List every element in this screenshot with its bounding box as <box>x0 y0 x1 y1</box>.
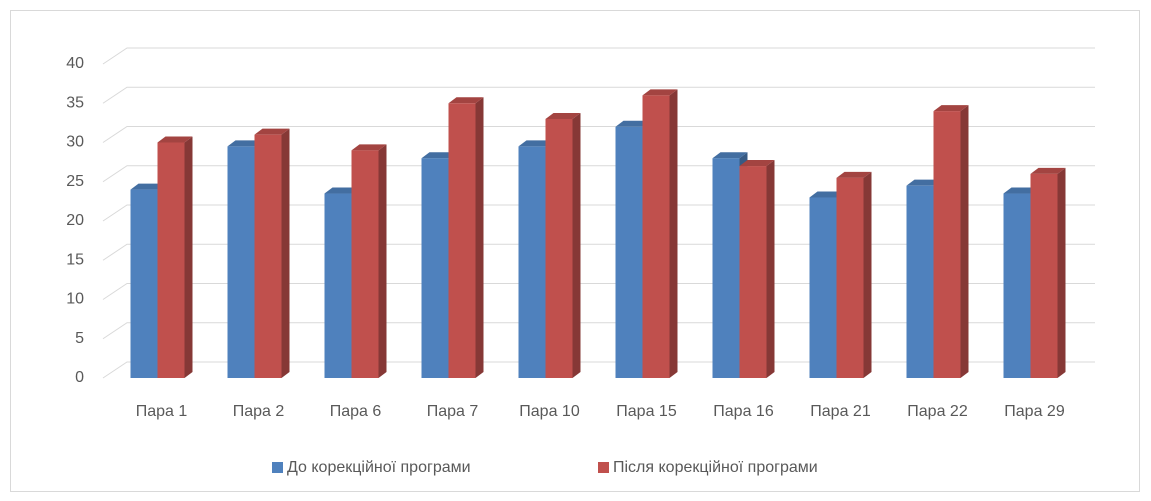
bar <box>642 95 670 379</box>
bar-side <box>960 105 969 378</box>
bar <box>906 185 934 378</box>
bar-side <box>669 89 678 379</box>
bar-top <box>809 191 845 198</box>
bar-top <box>351 144 387 151</box>
bar-side <box>281 128 290 378</box>
bar-top <box>739 160 775 167</box>
bar-top <box>712 152 748 159</box>
bar <box>324 193 352 378</box>
bar-top <box>227 140 263 147</box>
bar-top <box>642 89 678 96</box>
x-tick-label: Пара 1 <box>136 403 188 420</box>
legend-label: Після корекційної програми <box>613 459 818 476</box>
y-tick-label: 15 <box>66 251 84 268</box>
bar <box>421 158 449 378</box>
x-tick-label: Пара 6 <box>330 403 382 420</box>
bar <box>351 150 379 378</box>
bar <box>157 142 185 378</box>
bar-top <box>836 171 872 178</box>
x-tick-label: Пара 7 <box>427 403 479 420</box>
x-tick-label: Пара 21 <box>810 403 871 420</box>
grid-line <box>102 47 1095 65</box>
bar <box>809 197 837 378</box>
bar-top <box>545 112 581 119</box>
bar <box>1003 193 1031 378</box>
bar <box>739 166 767 378</box>
bar <box>448 103 476 378</box>
y-tick-label: 35 <box>66 94 84 111</box>
legend-label: До корекційної програми <box>287 459 471 476</box>
bar-top <box>1030 167 1066 174</box>
x-tick-label: Пара 22 <box>907 403 968 420</box>
bar-top <box>518 140 554 147</box>
legend-swatch <box>598 462 609 473</box>
bar-side <box>863 171 872 378</box>
bar <box>227 146 255 378</box>
bar-side <box>1057 167 1066 378</box>
legend-swatch <box>272 462 283 473</box>
y-tick-label: 0 <box>75 369 84 386</box>
y-tick-label: 40 <box>66 55 84 72</box>
y-tick-label: 25 <box>66 173 84 190</box>
bar-top <box>421 152 457 159</box>
bar <box>545 118 573 378</box>
bar <box>933 111 961 378</box>
bar <box>712 158 740 378</box>
bar-side <box>475 97 484 378</box>
bar-top <box>448 97 484 104</box>
bar-side <box>572 112 581 378</box>
bar <box>1030 173 1058 378</box>
x-tick-label: Пара 2 <box>233 403 285 420</box>
x-tick-label: Пара 15 <box>616 403 677 420</box>
bar <box>130 189 158 378</box>
grid-line <box>102 126 1095 143</box>
y-tick-label: 5 <box>75 330 84 347</box>
bar-side <box>766 160 775 378</box>
bar-top <box>324 187 360 194</box>
bar-top <box>615 120 651 127</box>
x-tick-label: Пара 29 <box>1004 403 1065 420</box>
bar-top <box>254 128 290 135</box>
bar-top <box>933 105 969 112</box>
y-tick-label: 10 <box>66 291 84 308</box>
y-tick-label: 20 <box>66 212 84 229</box>
grid-line <box>102 86 1095 104</box>
x-tick-label: Пара 16 <box>713 403 774 420</box>
y-tick-label: 30 <box>66 134 84 151</box>
bar-side <box>378 144 387 378</box>
bar <box>518 146 546 378</box>
bar-top <box>1003 187 1039 194</box>
bar-top <box>906 179 942 186</box>
x-tick-label: Пара 10 <box>519 403 580 420</box>
bar <box>615 126 643 378</box>
bar-top <box>130 183 166 190</box>
bar-top <box>157 136 193 143</box>
bar-side <box>184 136 193 378</box>
bar <box>836 177 864 378</box>
bar <box>254 134 282 378</box>
